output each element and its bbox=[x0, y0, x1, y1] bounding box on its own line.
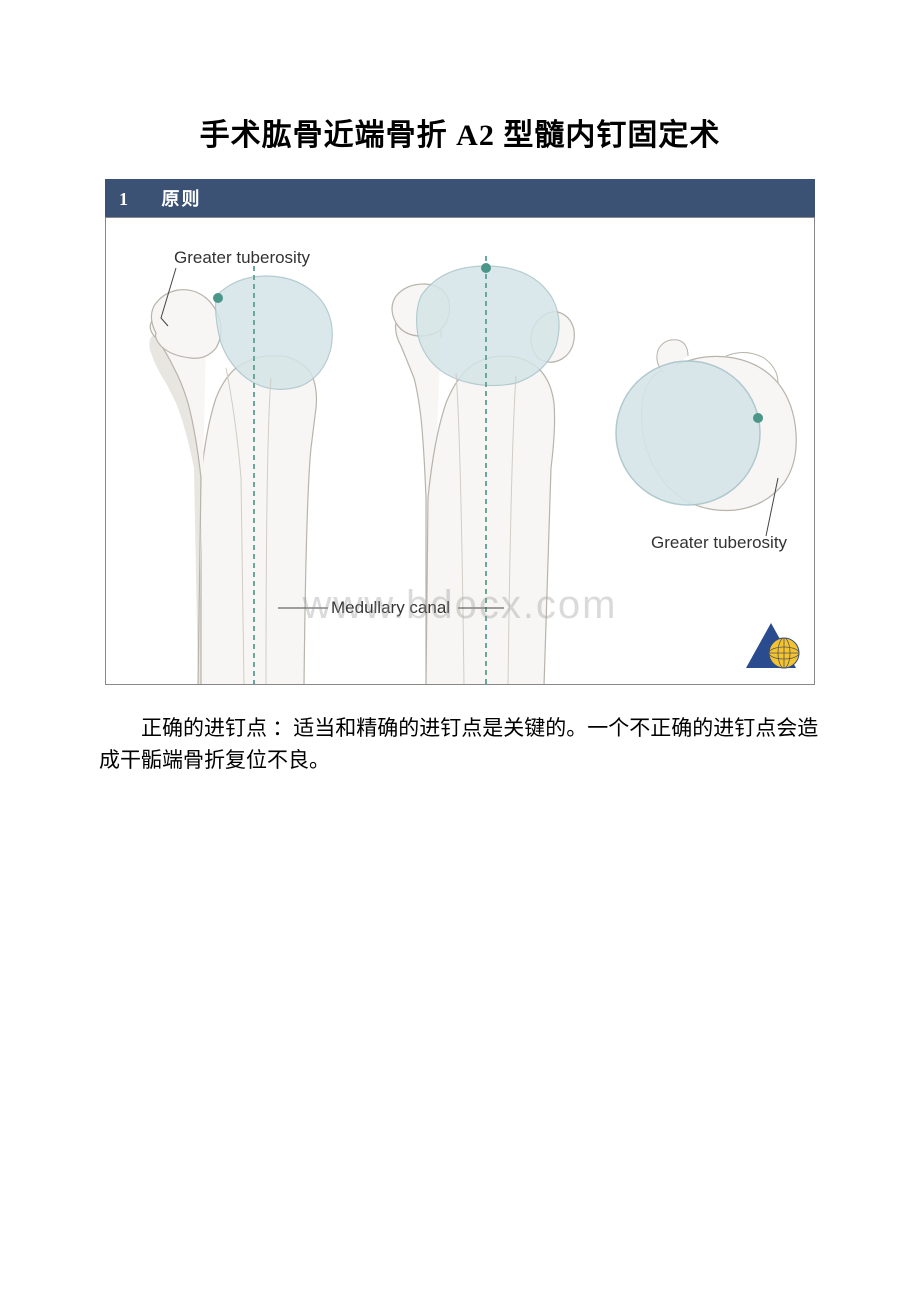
label-greater-tuberosity-left: Greater tuberosity bbox=[174, 248, 311, 267]
section-number: 1 bbox=[119, 189, 155, 210]
anatomy-figure: Greater tuberosity Greater tuberosity Me… bbox=[105, 217, 815, 685]
section-header: 1 原则 bbox=[105, 179, 815, 217]
body-paragraph: 正确的进钉点 ：适当和精确的进钉点是关键的。一个不正确的进钉点会造成干骺端骨折复… bbox=[95, 713, 825, 776]
ao-logo bbox=[746, 623, 799, 668]
label-medullary-canal: Medullary canal bbox=[331, 598, 450, 617]
page-title: 手术肱骨近端骨折 A2 型髓内钉固定术 bbox=[95, 110, 825, 154]
section-label: 原则 bbox=[162, 189, 202, 209]
anatomy-svg: Greater tuberosity Greater tuberosity Me… bbox=[106, 218, 815, 685]
label-greater-tuberosity-right: Greater tuberosity bbox=[651, 533, 788, 552]
